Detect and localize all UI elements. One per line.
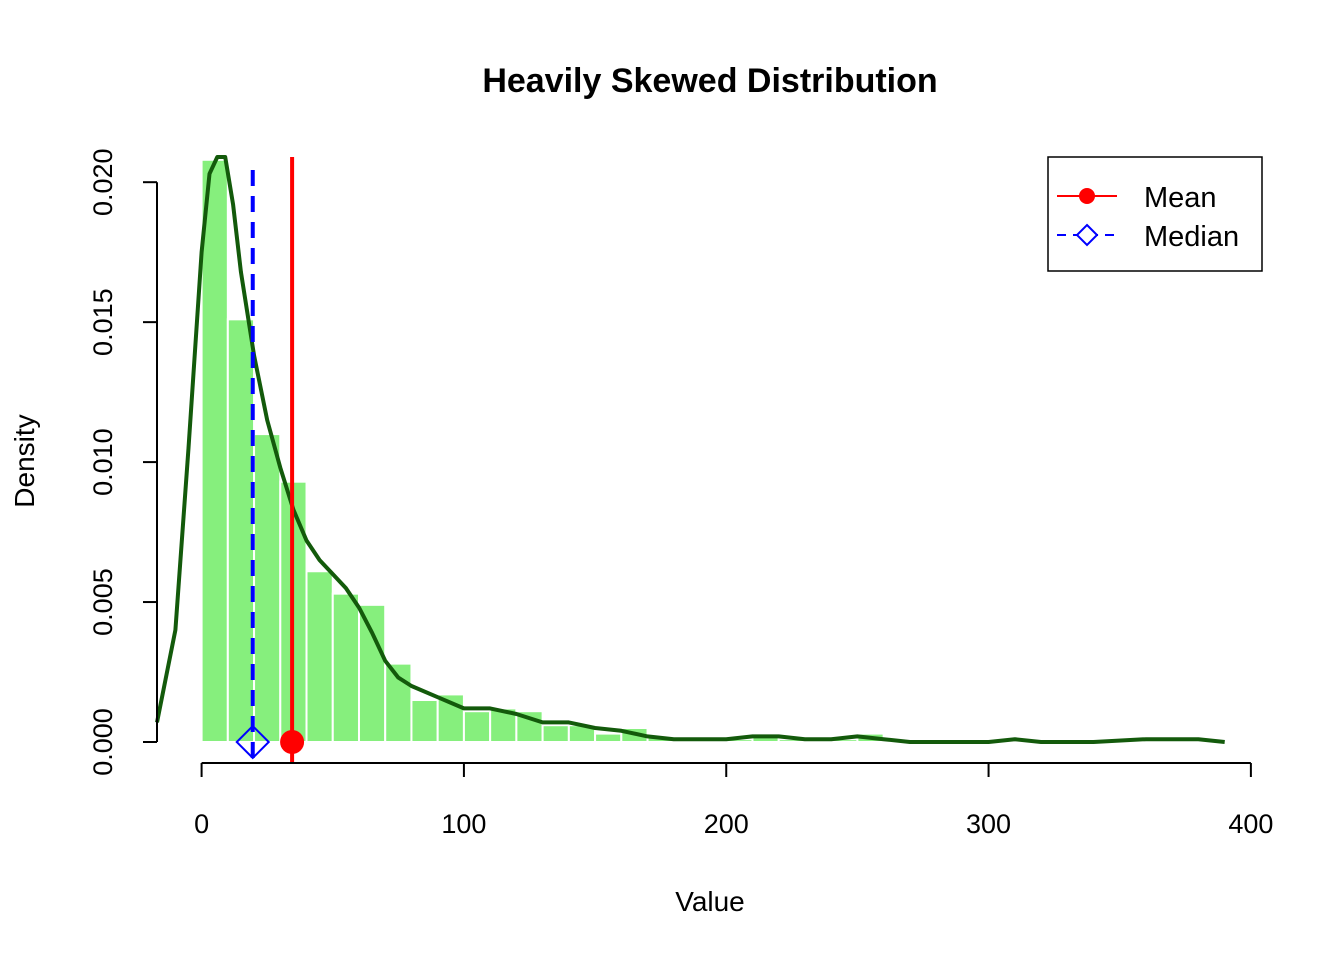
y-axis-label: Density (9, 414, 40, 507)
histogram-bar (594, 732, 623, 743)
histogram-bar (331, 592, 360, 743)
x-tick-label: 0 (194, 809, 209, 839)
histogram-bar (253, 433, 282, 743)
legend-entry-mean: Mean (1057, 182, 1217, 214)
y-tick-label: 0.020 (88, 148, 118, 216)
histogram-bar (200, 158, 229, 743)
y-tick-label: 0.005 (88, 568, 118, 636)
histogram-bar (357, 603, 387, 743)
legend-median-label: Median (1144, 221, 1239, 253)
histogram-bar (541, 724, 570, 744)
histogram-bar (226, 318, 256, 743)
legend-mean-label: Mean (1144, 182, 1217, 214)
x-axis-label: Value (675, 886, 745, 917)
x-axis: 0 100 200 300 400 (194, 762, 1273, 839)
histogram-bar (462, 710, 492, 743)
y-tick-label: 0.015 (88, 288, 118, 356)
histogram-bars (200, 158, 885, 744)
legend-entry-median: Median (1057, 221, 1239, 253)
legend: Mean Median (1047, 156, 1263, 272)
reference-lines (235, 157, 305, 764)
x-tick-label: 100 (441, 809, 486, 839)
mean-marker (280, 730, 305, 754)
y-tick-label: 0.000 (88, 708, 118, 776)
plot-area (155, 155, 1225, 764)
x-tick-label: 200 (704, 809, 749, 839)
y-axis: 0.000 0.005 0.010 0.015 0.020 (88, 148, 158, 776)
legend-box (1047, 156, 1263, 272)
x-tick-label: 300 (966, 809, 1011, 839)
density-curve-group (155, 155, 1225, 744)
y-tick-label: 0.010 (88, 428, 118, 496)
chart-title: Heavily Skewed Distribution (482, 62, 937, 100)
legend-median-marker (1075, 223, 1099, 247)
x-tick-label: 400 (1228, 809, 1273, 839)
legend-mean-marker (1079, 188, 1095, 204)
histogram-bar (305, 570, 334, 743)
histogram-bar (410, 699, 439, 743)
median-marker (235, 724, 271, 760)
density-curve (155, 155, 1225, 744)
